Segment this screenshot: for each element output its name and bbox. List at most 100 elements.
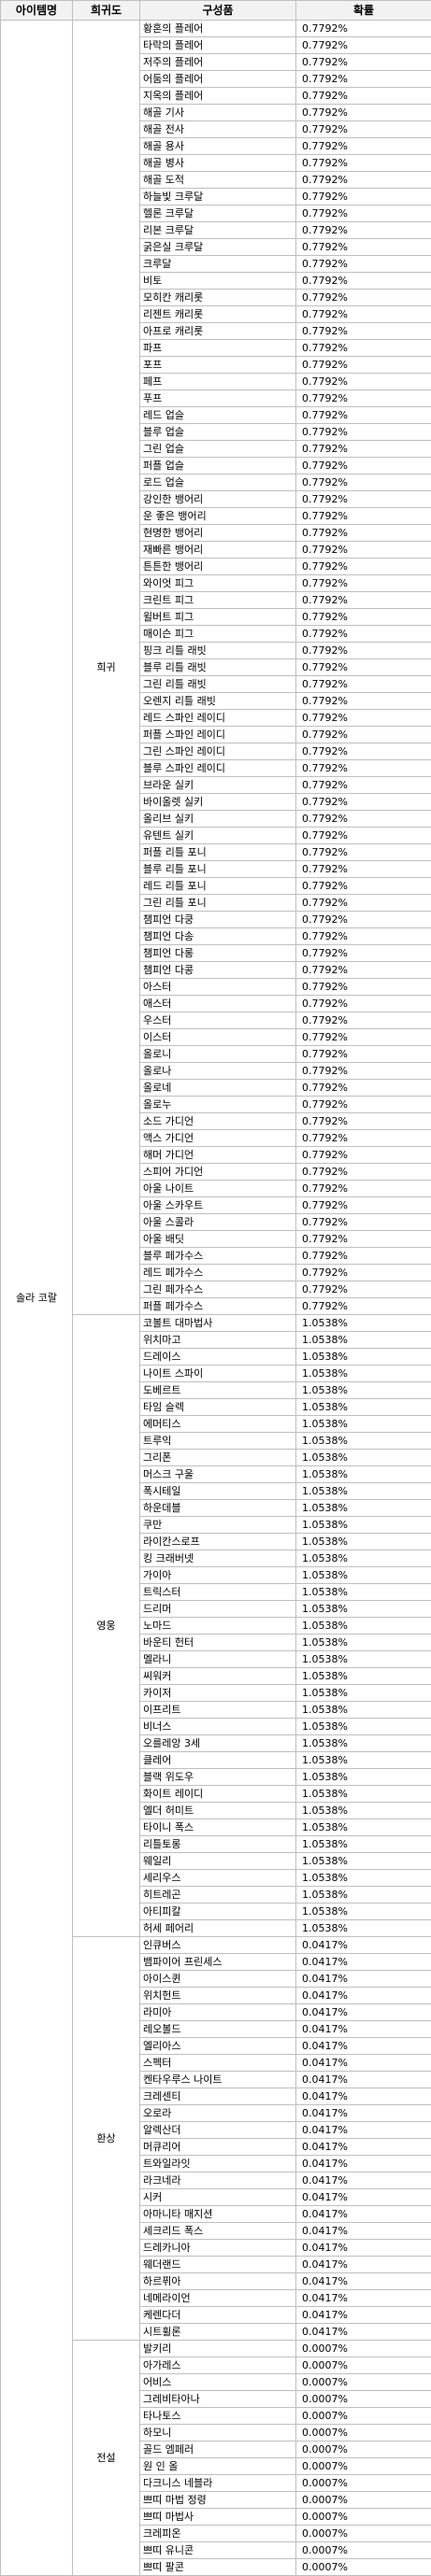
probability-value: 0.0417% (296, 1937, 431, 1954)
component-name: 재빠른 뱅어리 (140, 542, 296, 559)
component-name: 알렉산더 (140, 2122, 296, 2139)
header-probability: 확률 (296, 1, 431, 21)
probability-value: 0.0417% (296, 2088, 431, 2105)
item-name-cell: 솔라 코랄 (1, 21, 73, 2576)
probability-value: 0.7792% (296, 727, 431, 743)
probability-value: 0.0007% (296, 2475, 431, 2492)
component-name: 가이아 (140, 1567, 296, 1584)
component-name: 인큐버스 (140, 1937, 296, 1954)
component-name: 머스크 구울 (140, 1466, 296, 1483)
probability-value: 0.0417% (296, 2122, 431, 2139)
component-name: 하운데블 (140, 1500, 296, 1517)
probability-value: 0.7792% (296, 1012, 431, 1029)
component-name: 아울 배딧 (140, 1231, 296, 1248)
probability-value: 0.7792% (296, 256, 431, 273)
probability-value: 0.7792% (296, 710, 431, 727)
probability-value: 0.7792% (296, 37, 431, 54)
component-name: 핑크 리틀 래빗 (140, 643, 296, 659)
component-name: 블루 페가수스 (140, 1248, 296, 1265)
probability-value: 0.7792% (296, 1080, 431, 1097)
component-name: 엘리아스 (140, 2038, 296, 2055)
probability-value: 0.0417% (296, 2307, 431, 2324)
probability-value: 0.7792% (296, 424, 431, 441)
probability-value: 0.7792% (296, 794, 431, 811)
probability-value: 0.0007% (296, 2391, 431, 2408)
probability-value: 0.0417% (296, 2324, 431, 2341)
component-name: 화이트 레이디 (140, 1786, 296, 1803)
probability-value: 0.7792% (296, 1130, 431, 1147)
probability-value: 1.0538% (296, 1836, 431, 1853)
component-name: 헬론 크루달 (140, 205, 296, 222)
component-name: 엘더 허미트 (140, 1803, 296, 1819)
component-name: 드레이스 (140, 1349, 296, 1366)
component-name: 타임 슬렉 (140, 1399, 296, 1416)
probability-value: 1.0538% (296, 1635, 431, 1651)
probability-value: 0.7792% (296, 205, 431, 222)
probability-value: 1.0538% (296, 1769, 431, 1786)
probability-value: 0.0417% (296, 1971, 431, 1988)
probability-value: 0.7792% (296, 239, 431, 256)
component-name: 황혼의 플레어 (140, 21, 296, 37)
component-name: 그린 리틀 래빗 (140, 676, 296, 693)
component-name: 해골 기사 (140, 105, 296, 121)
component-name: 리본 크루달 (140, 222, 296, 239)
probability-value: 0.0417% (296, 2206, 431, 2223)
probability-value: 0.0007% (296, 2442, 431, 2458)
component-name: 라이칸스로프 (140, 1534, 296, 1550)
component-name: 타락의 플레어 (140, 37, 296, 54)
probability-value: 0.7792% (296, 659, 431, 676)
component-name: 레오볼드 (140, 2021, 296, 2038)
component-name: 멜라니 (140, 1651, 296, 1668)
component-name: 오를레앙 3세 (140, 1735, 296, 1752)
probability-value: 0.7792% (296, 525, 431, 542)
probability-value: 0.7792% (296, 491, 431, 508)
component-name: 올로누 (140, 1097, 296, 1113)
probability-value: 0.7792% (296, 1063, 431, 1080)
probability-value: 0.7792% (296, 878, 431, 895)
component-name: 카이저 (140, 1685, 296, 1702)
component-name: 해머 가디언 (140, 1147, 296, 1164)
probability-value: 0.7792% (296, 643, 431, 659)
component-name: 비너스 (140, 1719, 296, 1735)
probability-value: 1.0538% (296, 1416, 431, 1433)
probability-value: 1.0538% (296, 1719, 431, 1735)
probability-value: 0.7792% (296, 912, 431, 928)
probability-value: 1.0538% (296, 1567, 431, 1584)
probability-value: 0.0007% (296, 2425, 431, 2442)
probability-value: 0.0417% (296, 2021, 431, 2038)
component-name: 퍼플 페가수스 (140, 1298, 296, 1315)
component-name: 히트레곤 (140, 1887, 296, 1904)
probability-value: 0.0417% (296, 2105, 431, 2122)
component-name: 푸프 (140, 390, 296, 407)
probability-value: 0.7792% (296, 979, 431, 996)
component-name: 폭시테일 (140, 1483, 296, 1500)
component-name: 굵은실 크루달 (140, 239, 296, 256)
probability-value: 0.0417% (296, 2240, 431, 2257)
probability-value: 0.0417% (296, 2156, 431, 2173)
probability-value: 0.7792% (296, 88, 431, 105)
component-name: 강인한 뱅어리 (140, 491, 296, 508)
probability-value: 0.7792% (296, 626, 431, 643)
probability-value: 0.7792% (296, 54, 431, 71)
component-name: 액스 가디언 (140, 1130, 296, 1147)
probability-value: 0.7792% (296, 1281, 431, 1298)
probability-value: 0.0417% (296, 2223, 431, 2240)
component-name: 쁘띠 유니콘 (140, 2542, 296, 2559)
probability-value: 0.7792% (296, 222, 431, 239)
component-name: 웨일리 (140, 1853, 296, 1870)
component-name: 그린 업슬 (140, 441, 296, 458)
component-name: 페프 (140, 374, 296, 390)
component-name: 아울 나이트 (140, 1181, 296, 1197)
probability-value: 0.7792% (296, 458, 431, 474)
component-name: 블루 스파인 레이디 (140, 760, 296, 777)
component-name: 나이트 스파이 (140, 1366, 296, 1382)
header-row: 아이템명 희귀도 구성품 확률 (1, 1, 431, 21)
probability-value: 0.7792% (296, 273, 431, 290)
component-name: 트릭스터 (140, 1584, 296, 1601)
probability-value: 0.7792% (296, 777, 431, 794)
probability-value: 0.7792% (296, 121, 431, 138)
component-name: 유텐트 실키 (140, 828, 296, 844)
probability-value: 0.7792% (296, 928, 431, 945)
component-name: 다크니스 네블라 (140, 2475, 296, 2492)
